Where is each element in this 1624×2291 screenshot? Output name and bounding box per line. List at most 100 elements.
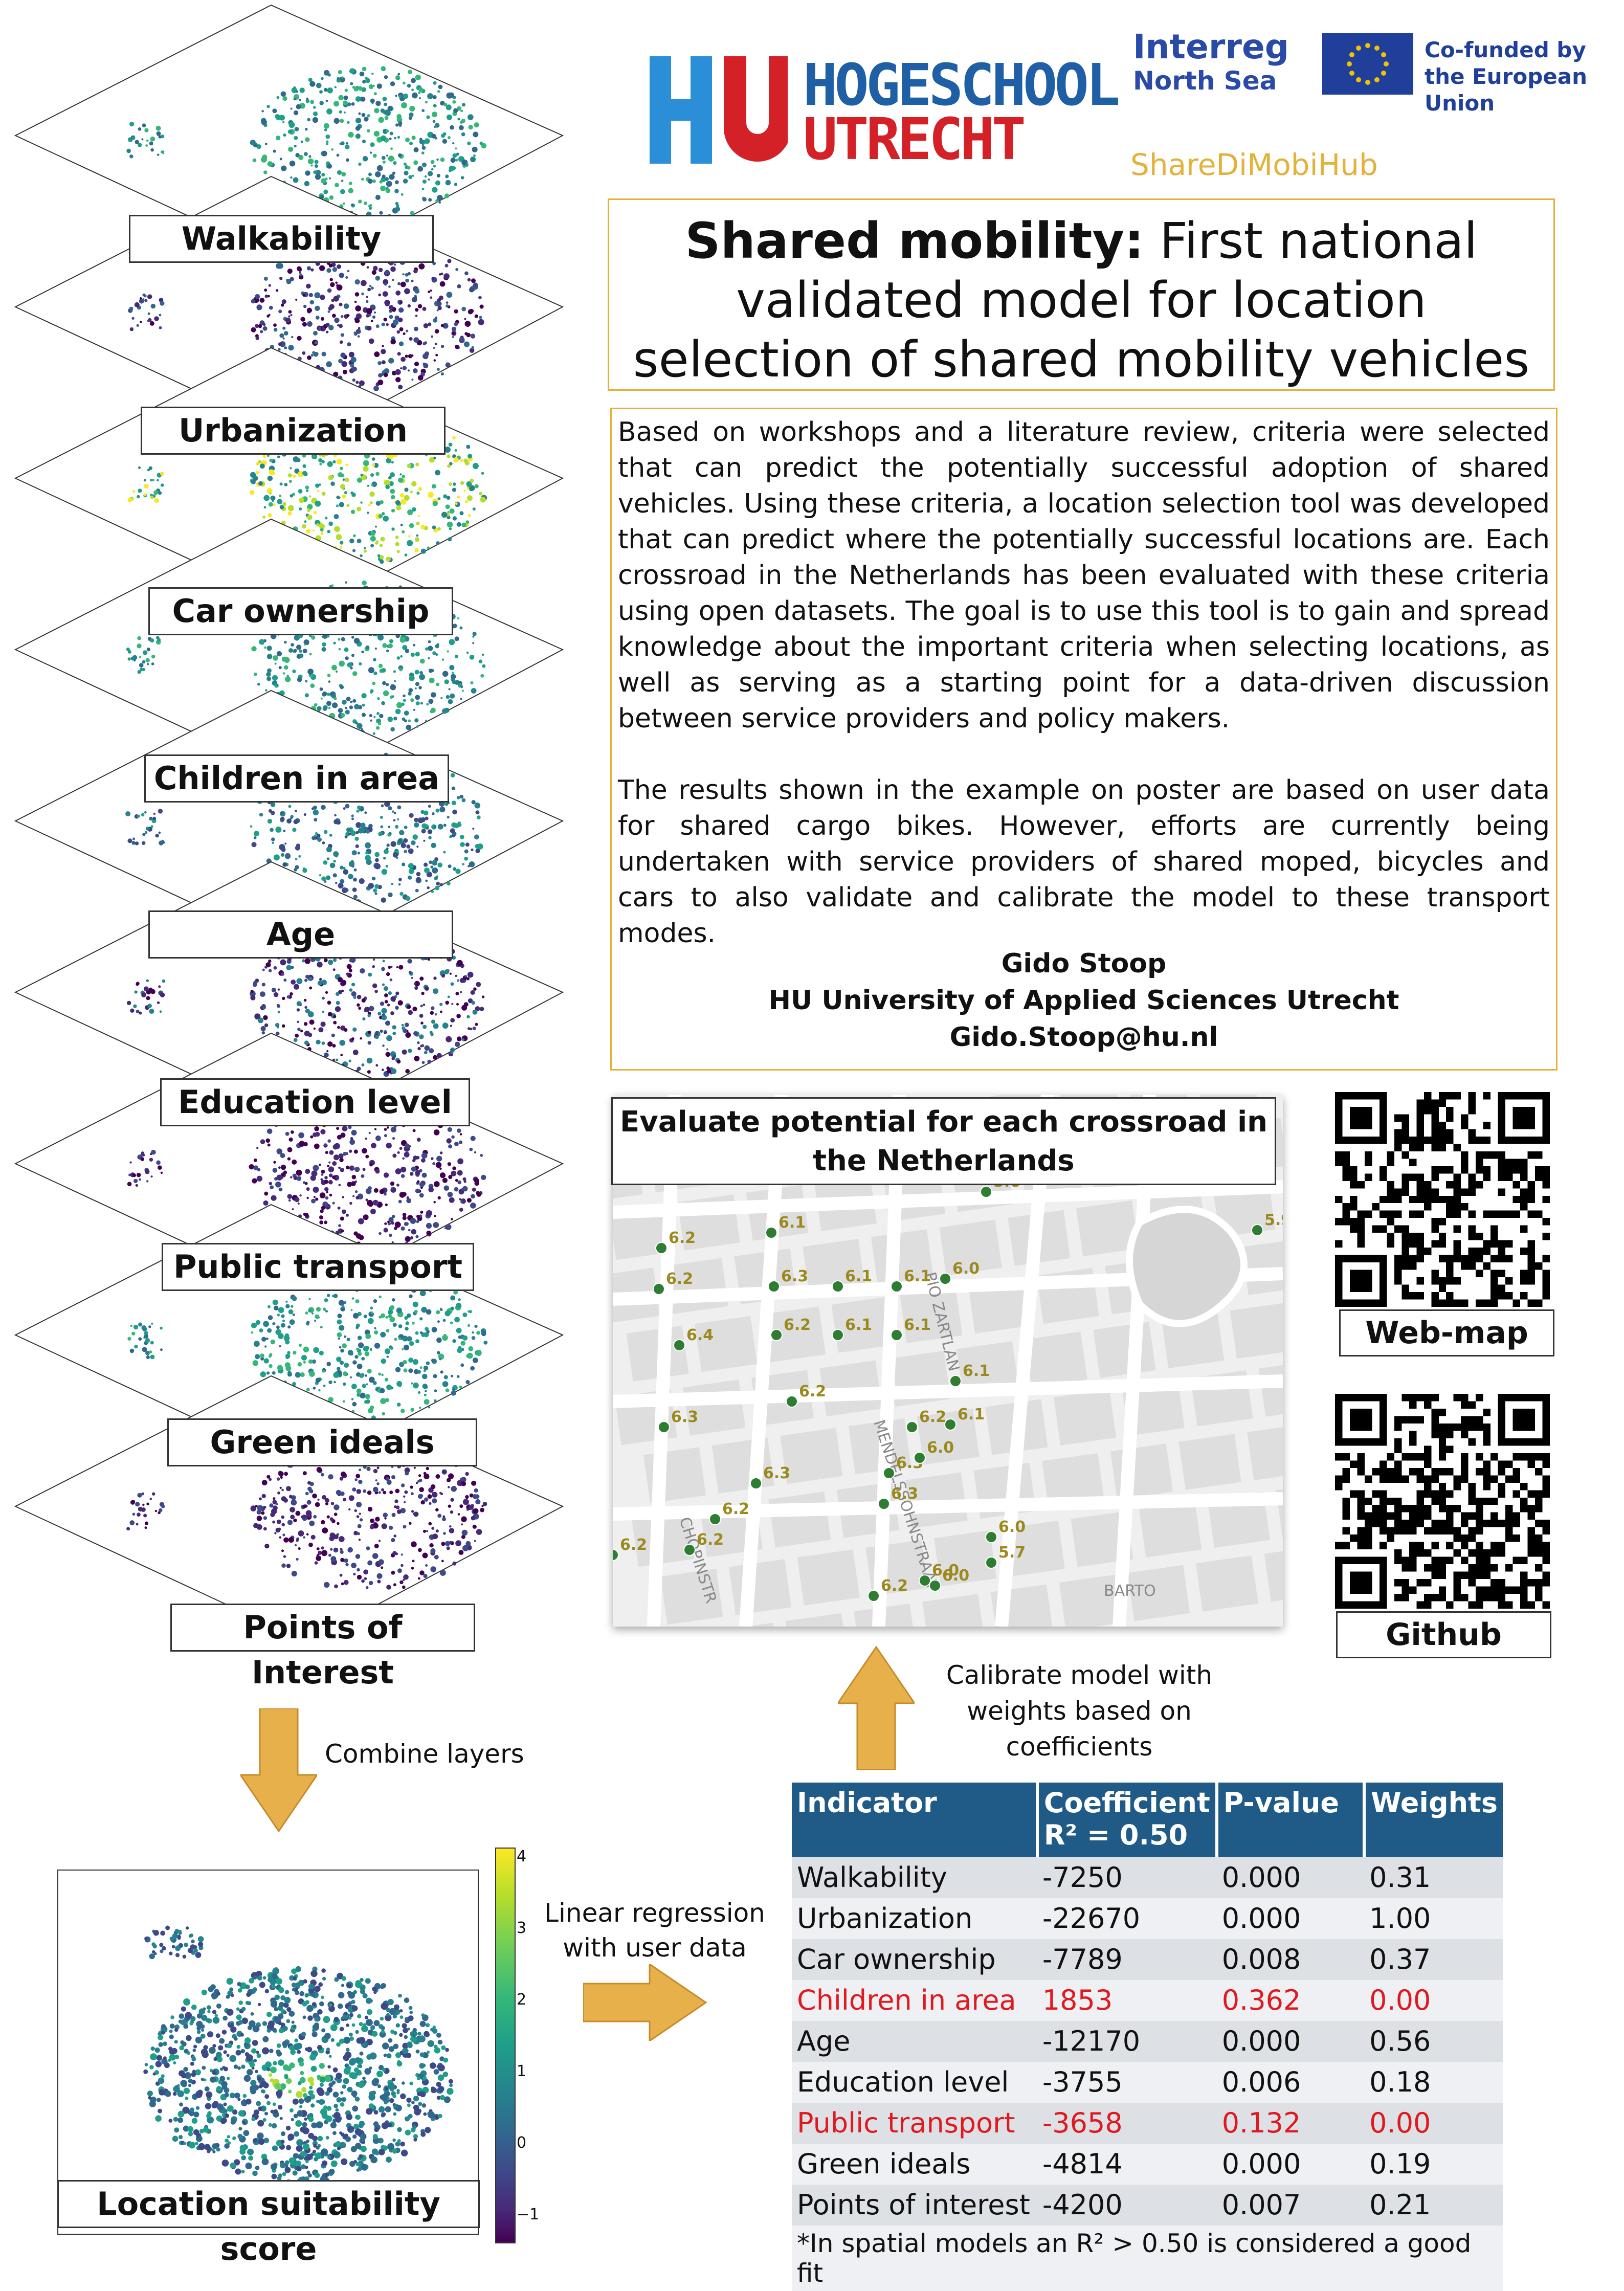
qr-code-github[interactable] (1335, 1394, 1550, 1609)
intro-box: Based on workshops and a literature revi… (610, 408, 1558, 1071)
title-rest: First national validated model for locat… (633, 212, 1530, 388)
layer-map-7 (14, 1204, 564, 1472)
crossroad-point[interactable]: 6.2 (770, 1316, 811, 1341)
crossroad-score: 6.3 (763, 1464, 790, 1482)
table-row: Public transport -3658 0.132 0.00 (792, 2103, 1503, 2144)
crossroad-score: 6.0 (952, 1260, 980, 1278)
project-name: ShareDiMobiHub (1130, 147, 1378, 182)
hu-wordmark-line1: HOGESCHOOL (803, 52, 1120, 119)
crossroad-point[interactable]: 6.3 (658, 1408, 698, 1433)
crossroad-point[interactable]: 6.0 (919, 1562, 959, 1587)
colorbar-tick: 4 (517, 1848, 527, 1865)
layer-label: Children in area (144, 754, 449, 803)
interreg-subtitle: North Sea (1133, 66, 1277, 96)
calibrate-text: Calibrate model with weights based on co… (946, 1660, 1213, 1762)
crossroad-point[interactable]: 6.2 (655, 1229, 696, 1254)
table-cell-indicator: Car ownership (792, 1939, 1037, 1980)
qr-github-icon (1335, 1394, 1550, 1609)
calibrate-arrow-icon (838, 1645, 915, 1770)
author-email[interactable]: Gido.Stoop@hu.nl (949, 1022, 1218, 1053)
table-cell-coef: -7250 (1037, 1857, 1217, 1898)
layer-label: Car ownership (148, 587, 453, 635)
table-cell-indicator: Age (792, 2021, 1037, 2062)
crossroad-point[interactable]: 6.1 (891, 1316, 931, 1341)
crossroad-score: 6.2 (666, 1270, 693, 1288)
table-cell-coef: -4814 (1037, 2144, 1217, 2185)
table-row: Education level -3755 0.006 0.18 (792, 2062, 1503, 2103)
crossroad-point[interactable]: 6.2 (867, 1577, 908, 1602)
crossroad-point[interactable]: 6.2 (786, 1383, 826, 1408)
crossroad-point[interactable]: 6.0 (914, 1439, 954, 1464)
layer-map-8 (14, 1375, 564, 1643)
eu-flag (1322, 33, 1413, 95)
table-cell-indicator: Children in area (792, 1980, 1037, 2021)
crossroad-score: 6.0 (998, 1518, 1026, 1536)
crossroad-point[interactable]: 6.3 (750, 1464, 790, 1489)
layer-label: Green ideals (167, 1418, 477, 1466)
colorbar-tick: −1 (517, 2206, 540, 2223)
table-cell-p: 0.008 (1216, 1939, 1365, 1980)
crossroad-point[interactable]: 6.2 (709, 1500, 749, 1525)
regression-label: Linear regression with user data (542, 1896, 767, 1965)
crossroad-point[interactable]: 6.1 (765, 1214, 806, 1239)
table-cell-indicator: Public transport (792, 2103, 1037, 2144)
title-bold: Shared mobility: (685, 212, 1144, 270)
crossroad-point[interactable]: 5.9 (1251, 1211, 1283, 1236)
interreg-title: Interreg (1133, 27, 1289, 66)
hu-logo-mark (650, 56, 791, 164)
crossroad-point[interactable]: 6.2 (653, 1270, 693, 1295)
table-cell-w: 0.00 (1364, 1980, 1503, 2021)
result-label: Location suitability score (57, 2180, 480, 2267)
crossroad-point[interactable]: 6.3 (878, 1485, 918, 1510)
qr-webmap-icon (1335, 1092, 1550, 1307)
table-row: Car ownership -7789 0.008 0.37 (792, 1939, 1503, 1980)
crossroad-point[interactable]: 6.0 (929, 1567, 969, 1592)
col-header-weights: Weights (1364, 1783, 1503, 1857)
crossroad-point[interactable]: 6.1 (944, 1406, 985, 1431)
table-cell-coef: -12170 (1037, 2021, 1217, 2062)
table-cell-w: 0.21 (1364, 2185, 1503, 2226)
colorbar-tick: 2 (517, 1991, 527, 2009)
crossroad-point[interactable]: 6.1 (949, 1362, 990, 1387)
crossroad-point[interactable]: 6.1 (891, 1267, 931, 1293)
crossroad-point[interactable]: 6.2 (683, 1531, 724, 1556)
crossroad-point[interactable]: 6.4 (673, 1326, 714, 1351)
crossroad-score: 6.2 (881, 1577, 908, 1595)
crossroad-point[interactable]: 5.7 (985, 1544, 1026, 1569)
regression-arrow-icon (583, 1964, 707, 2041)
table-cell-indicator: Points of interest (792, 2185, 1037, 2226)
layer-label: Urbanization (141, 407, 446, 455)
table-cell-p: 0.132 (1216, 2103, 1365, 2144)
table-cell-coef: -7789 (1037, 1939, 1217, 1980)
crossroad-score: 6.1 (845, 1316, 872, 1334)
crossroad-score: 6.2 (722, 1500, 749, 1518)
r2-label: R² = 0.50 (1043, 1819, 1188, 1851)
combine-label: Combine layers (325, 1739, 524, 1769)
crossroad-point[interactable]: 6.0 (939, 1260, 980, 1285)
qr-code-webmap[interactable] (1335, 1092, 1550, 1307)
poster-title: Shared mobility: First national validate… (609, 200, 1553, 389)
crossroad-score: 6.1 (845, 1267, 872, 1285)
table-cell-coef: -3658 (1037, 2103, 1217, 2144)
crossroad-point[interactable]: 6.1 (832, 1267, 872, 1293)
layer-label: Points of Interest (170, 1604, 475, 1691)
colorbar-tick: 0 (517, 2134, 527, 2152)
crossroad-point[interactable]: 6.1 (832, 1316, 872, 1341)
table-row: Urbanization -22670 0.000 1.00 (792, 1898, 1503, 1939)
layer-label: Education level (160, 1078, 470, 1126)
crossroad-score: 6.2 (799, 1383, 826, 1400)
crossroad-point[interactable]: 6.3 (768, 1267, 808, 1293)
crossroad-point[interactable]: 6.2 (613, 1536, 647, 1561)
table-cell-indicator: Urbanization (792, 1898, 1037, 1939)
table-header-row: Indicator Coefficient R² = 0.50 P-value … (792, 1783, 1503, 1857)
crossroad-score: 6.1 (963, 1362, 990, 1380)
table-cell-coef: -3755 (1037, 2062, 1217, 2103)
intro-paragraph-2: The results shown in the example on post… (618, 775, 1550, 949)
crossroad-score: 6.3 (891, 1485, 918, 1503)
colorbar (495, 1848, 516, 2243)
eu-text-line2: the European Union (1425, 64, 1588, 116)
intro-paragraph-1: Based on workshops and a literature revi… (618, 417, 1550, 734)
crossroad-point[interactable]: 6.2 (906, 1408, 946, 1433)
crossroad-score: 6.2 (697, 1531, 724, 1549)
crossroad-point[interactable]: 6.0 (985, 1518, 1026, 1543)
